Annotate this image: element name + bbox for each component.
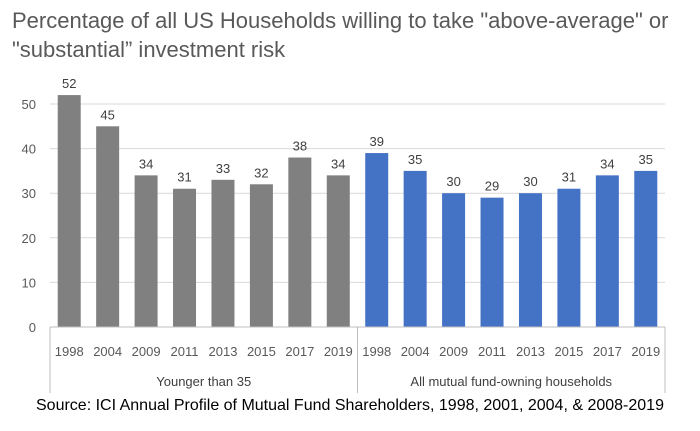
data-label: 38: [293, 139, 307, 154]
x-tick-label: 2009: [132, 344, 161, 359]
bar: [96, 126, 120, 327]
x-axis: 1998 2004 2009 2011 2013 2015 2017 2019 Younger …: [49, 326, 666, 393]
bar: [518, 193, 542, 327]
bar: [57, 95, 81, 327]
x-tick-label: 2004: [93, 344, 122, 359]
chart-title: Percentage of all US Households willing …: [12, 8, 669, 62]
y-tick-label: 40: [22, 142, 36, 157]
data-label: 31: [562, 170, 576, 185]
y-tick-label: 20: [22, 231, 36, 246]
y-tick-label: 30: [22, 186, 36, 201]
bar: [173, 188, 197, 327]
bar: [403, 170, 427, 327]
bar: [249, 184, 273, 327]
x-tick-label: 2019: [324, 344, 353, 359]
data-label: 35: [639, 152, 653, 167]
data-label: 33: [216, 161, 230, 176]
x-tick-label: 2011: [171, 344, 199, 359]
data-label: 31: [177, 170, 191, 185]
bar: [595, 175, 619, 327]
x-tick-label: 2009: [439, 344, 468, 359]
data-label: 30: [446, 174, 460, 189]
group-label: Younger than 35: [156, 374, 251, 389]
data-label: 34: [331, 156, 345, 171]
x-tick-label: 2013: [209, 344, 238, 359]
x-tick-label: 2011: [478, 344, 506, 359]
data-label: 30: [523, 174, 537, 189]
x-tick-label: 2017: [285, 344, 314, 359]
bars: [57, 95, 658, 327]
x-tick-label: 2004: [401, 344, 430, 359]
data-label: 45: [100, 107, 114, 122]
bar: [211, 179, 235, 327]
data-label: 29: [485, 179, 499, 194]
bar: [480, 197, 504, 327]
data-label: 34: [139, 156, 153, 171]
x-tick-label: 2015: [247, 344, 276, 359]
data-labels: 52 45 34 31 33 32 38 34 39 35 30 29 30 31 34 35: [62, 76, 653, 194]
bar: [634, 170, 658, 327]
y-axis: 0 10 20 30 40 50: [22, 97, 36, 335]
x-tick-label: 1998: [362, 344, 391, 359]
data-label: 32: [254, 165, 268, 180]
data-label: 52: [62, 76, 76, 91]
bar: [326, 175, 350, 327]
x-tick-label: 2015: [554, 344, 583, 359]
x-tick-label: 1998: [55, 344, 84, 359]
bar: [134, 175, 158, 327]
x-tick-label: 2013: [516, 344, 545, 359]
y-tick-label: 0: [29, 320, 36, 335]
y-tick-label: 50: [22, 97, 36, 112]
x-tick-label: 2017: [593, 344, 622, 359]
group-label: All mutual fund-owning households: [410, 374, 612, 389]
data-label: 35: [408, 152, 422, 167]
x-tick-label: 2019: [631, 344, 660, 359]
bar: [365, 153, 389, 327]
y-tick-label: 10: [22, 275, 36, 290]
bar: [442, 193, 466, 327]
data-label: 39: [369, 134, 383, 149]
data-label: 34: [600, 156, 614, 171]
source-note: Source: ICI Annual Profile of Mutual Fun…: [36, 397, 664, 414]
bar: [557, 188, 581, 327]
bar: [288, 157, 312, 327]
